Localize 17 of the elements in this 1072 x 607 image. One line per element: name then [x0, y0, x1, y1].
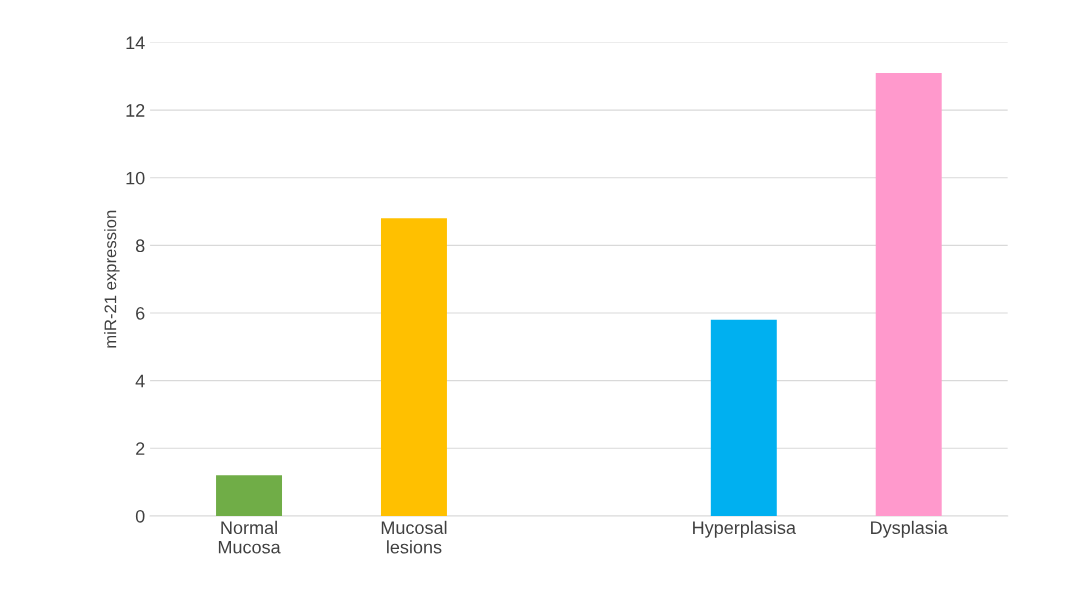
y-tick-label: 2 — [136, 442, 145, 455]
y-tick-label: 0 — [135, 509, 145, 523]
bar — [216, 475, 283, 516]
bar — [875, 72, 942, 516]
x-tick-label: Hyperplasisa — [693, 520, 796, 538]
y-axis-title: miR-21 expression — [104, 210, 120, 348]
x-tick-label: Mucosal lesions — [381, 520, 447, 554]
bar — [710, 319, 777, 516]
x-tick-label: Normal Mucosa — [218, 520, 281, 554]
y-tick-label: 8 — [135, 239, 145, 253]
y-tick-label: 4 — [135, 374, 145, 388]
x-tick-label: Dysplasia — [871, 520, 948, 538]
bar — [380, 218, 447, 516]
y-tick-label: 10 — [126, 171, 145, 185]
y-tick-label: 12 — [126, 104, 145, 117]
y-tick-label: 14 — [126, 36, 145, 50]
y-tick-label: 6 — [136, 306, 145, 320]
